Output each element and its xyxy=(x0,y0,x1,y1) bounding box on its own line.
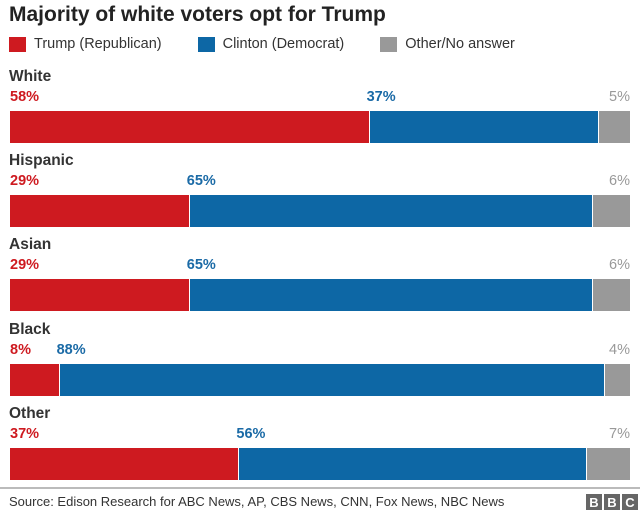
legend-label: Clinton (Democrat) xyxy=(222,36,345,52)
data-label: 37% xyxy=(366,89,396,105)
category-label: White xyxy=(9,68,52,85)
data-label: 6% xyxy=(609,257,630,274)
data-label: 29% xyxy=(10,173,40,190)
legend-label: Other/No answer xyxy=(405,36,515,52)
data-label: 29% xyxy=(10,257,40,274)
legend-swatch xyxy=(380,36,398,52)
footer-divider xyxy=(0,487,640,489)
data-label: 65% xyxy=(186,173,216,190)
data-label: 4% xyxy=(609,341,630,358)
bar-segment xyxy=(10,363,60,396)
bar-segment xyxy=(369,111,599,143)
bar-segment xyxy=(189,279,593,312)
bar-segment xyxy=(189,195,593,228)
bar-segment xyxy=(586,447,630,480)
category-label: Black xyxy=(9,320,51,338)
legend-item-clinton: Clinton (Democrat) xyxy=(197,36,345,52)
legend-item-other: Other/No answer xyxy=(380,36,515,52)
bar-segment xyxy=(239,447,587,480)
data-label: 7% xyxy=(609,425,630,442)
bar-segment xyxy=(10,195,190,228)
data-label: 88% xyxy=(56,341,86,358)
data-label: 6% xyxy=(609,173,630,190)
legend-swatch xyxy=(9,36,26,52)
legend-label: Trump (Republican) xyxy=(34,36,162,52)
bar-segment xyxy=(605,363,630,396)
bar-segment xyxy=(599,111,630,143)
bar-segment xyxy=(10,279,190,312)
data-label: 56% xyxy=(236,425,266,442)
bar-segment xyxy=(59,363,606,396)
legend: Trump (Republican) Clinton (Democrat) Ot… xyxy=(9,36,551,52)
chart-title: Majority of white voters opt for Trump xyxy=(9,3,386,26)
category-label: Other xyxy=(9,404,51,422)
bar-segment xyxy=(10,111,370,143)
data-label: 37% xyxy=(10,425,40,442)
category-label: Asian xyxy=(9,236,52,254)
bar-chart: White 58% 37% 5% Hispanic 29% 65% 6% Asian 29% 65%… xyxy=(9,68,630,480)
source-note: Source: Edison Research for ABC News, AP… xyxy=(9,494,505,509)
bar-segment xyxy=(10,447,240,480)
legend-swatch xyxy=(197,36,215,52)
bar-segment xyxy=(592,195,630,228)
data-label: 58% xyxy=(10,89,40,105)
data-label: 5% xyxy=(609,89,630,105)
category-label: Hispanic xyxy=(9,152,74,170)
bar-segment xyxy=(592,279,630,312)
legend-item-trump: Trump (Republican) xyxy=(9,36,162,52)
data-label: 65% xyxy=(186,257,216,274)
data-label: 8% xyxy=(10,341,31,358)
